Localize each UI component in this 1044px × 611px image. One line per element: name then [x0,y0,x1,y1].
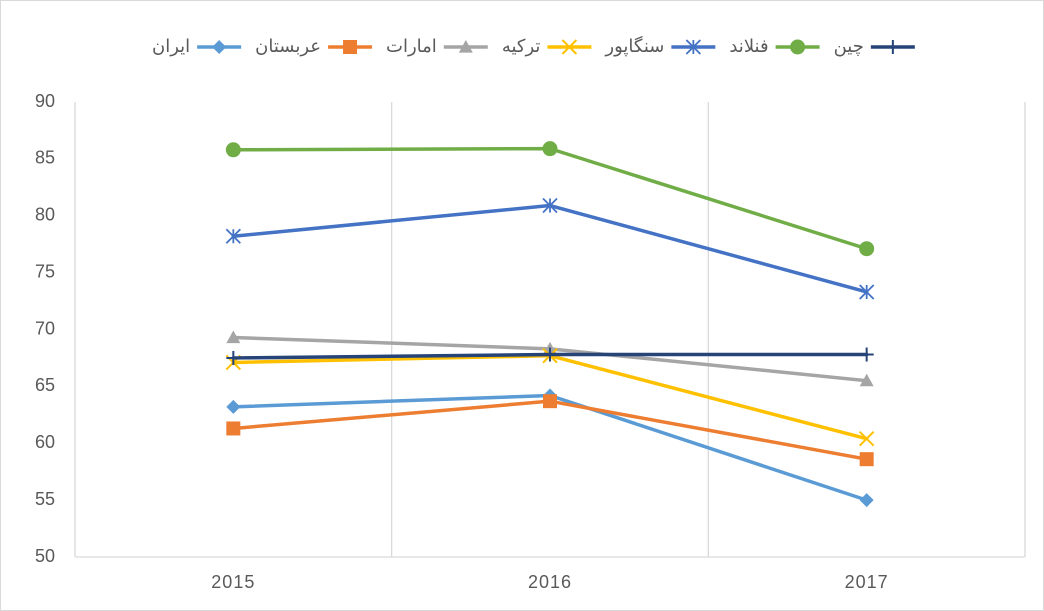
y-tick-label: 70 [35,318,55,338]
marker [542,141,558,157]
legend-item: امارات [386,36,488,56]
marker [859,347,874,362]
marker [226,350,241,365]
marker [858,430,875,447]
marker [859,493,874,508]
x-tick-label: 2017 [845,572,889,592]
marker [225,142,241,158]
legend-item: سنگاپور [604,35,716,57]
legend-label: چین [834,36,864,57]
marker [685,39,701,55]
marker [859,452,874,467]
legend-label: امارات [386,36,437,56]
y-tick-label: 50 [35,546,55,566]
marker [561,39,578,55]
marker [226,399,241,414]
marker [543,394,557,409]
marker [212,40,227,54]
marker [343,40,358,54]
marker [859,241,875,257]
legend-item: ترکیه [502,36,592,57]
y-tick-label: 55 [35,489,55,509]
y-tick-label: 65 [35,375,55,395]
legend-item: فنلاند [729,36,820,56]
x-tick-label: 2016 [528,572,572,592]
legend-label: ترکیه [502,36,541,57]
marker [859,284,875,300]
legend-item: ایران [152,36,242,57]
y-tick-label: 60 [35,432,55,452]
marker [225,228,241,244]
legend-label: ایران [152,36,190,57]
marker [543,347,557,362]
marker [226,330,241,344]
y-tick-label: 85 [35,148,55,168]
marker [542,197,558,214]
legend-label: سنگاپور [604,35,664,57]
marker [226,421,241,436]
legend-item: عربستان [255,36,373,57]
y-tick-label: 90 [35,91,55,111]
y-tick-label: 75 [35,261,55,281]
marker [458,40,473,53]
marker [885,40,900,54]
legend-item: چین [834,36,915,57]
x-tick-label: 2015 [211,572,255,592]
marker [790,39,806,55]
y-tick-label: 80 [35,205,55,225]
legend-label: عربستان [255,36,321,57]
legend-label: فنلاند [729,36,768,56]
marker [859,373,874,387]
